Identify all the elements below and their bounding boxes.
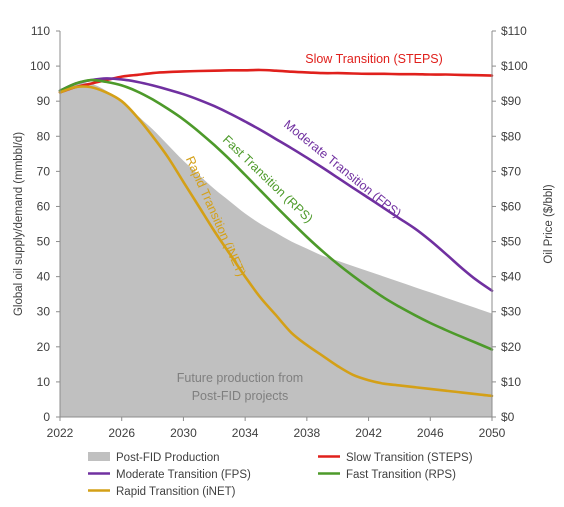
y2-tick-label: $70 xyxy=(501,164,521,178)
y-tick-label: 40 xyxy=(37,270,51,284)
line-fast-transition-rps xyxy=(58,78,494,351)
x-tick-label: 2038 xyxy=(294,426,321,440)
y2-tick-label: $0 xyxy=(501,410,515,424)
x-tick-label: 2022 xyxy=(47,426,74,440)
legend-item-fast-transition-rps: Fast Transition (RPS) xyxy=(318,469,456,481)
post-fid-production-area xyxy=(60,82,492,418)
y2-tick-label: $90 xyxy=(501,94,521,108)
legend-item-rapid-transition-inet: Rapid Transition (iNET) xyxy=(88,486,236,498)
y-tick-label: 80 xyxy=(37,129,51,143)
y-axis-title: Global oil supply/demand (mmbbl/d) xyxy=(13,132,25,316)
y2-tick-label: $10 xyxy=(501,375,521,389)
legend-label: Moderate Transition (FPS) xyxy=(116,469,251,481)
line-rapid-transition-inet xyxy=(58,85,494,398)
x-tick-label: 2026 xyxy=(108,426,135,440)
legend-label: Rapid Transition (iNET) xyxy=(116,486,236,498)
y2-tick-label: $50 xyxy=(501,235,521,249)
legend: Post-FID Production Slow Transition (STEP… xyxy=(88,452,473,498)
y-tick-label: 60 xyxy=(37,199,51,213)
legend-swatch-area xyxy=(88,452,110,461)
line-slow-transition-steps xyxy=(58,68,494,94)
y2-axis-title: Oil Price ($/bbl) xyxy=(543,184,555,263)
series-lines-layer xyxy=(58,68,494,398)
x-tick-label: 2030 xyxy=(170,426,197,440)
y2-tick-label: $30 xyxy=(501,305,521,319)
x-tick-label: 2046 xyxy=(417,426,444,440)
y-tick-label: 50 xyxy=(37,235,51,249)
legend-label: Slow Transition (STEPS) xyxy=(346,452,473,464)
annotations-layer: Slow Transition (STEPS)Moderate Transiti… xyxy=(183,52,443,279)
y2-tick-label: $40 xyxy=(501,270,521,284)
axes-layer: 0102030405060708090100110$0$10$20$30$40$… xyxy=(13,24,555,440)
y-tick-label: 110 xyxy=(31,24,50,38)
y2-tick-label: $60 xyxy=(501,199,521,213)
y-tick-label: 30 xyxy=(37,305,51,319)
legend-item-slow-transition-steps: Slow Transition (STEPS) xyxy=(318,452,473,464)
label-slow-transition-steps: Slow Transition (STEPS) xyxy=(305,52,443,66)
legend-label: Fast Transition (RPS) xyxy=(346,469,456,481)
x-tick-label: 2034 xyxy=(232,426,259,440)
y2-tick-label: $100 xyxy=(501,59,528,73)
plot-area-layer: Future production from Post-FID projects xyxy=(60,82,492,418)
y2-tick-label: $20 xyxy=(501,340,521,354)
x-tick-label: 2042 xyxy=(355,426,382,440)
y-tick-label: 10 xyxy=(37,375,51,389)
y2-tick-label: $110 xyxy=(501,24,527,38)
y2-tick-label: $80 xyxy=(501,129,521,143)
area-note-line-2: Post-FID projects xyxy=(192,389,289,403)
legend-item-moderate-transition-fps: Moderate Transition (FPS) xyxy=(88,469,251,481)
y-tick-label: 70 xyxy=(37,164,51,178)
y-tick-label: 0 xyxy=(43,410,50,424)
y-tick-label: 20 xyxy=(37,340,51,354)
x-tick-label: 2050 xyxy=(479,426,506,440)
y-tick-label: 100 xyxy=(30,59,50,73)
legend-label: Post-FID Production xyxy=(116,452,220,464)
area-note-line-1: Future production from xyxy=(177,371,303,385)
y-tick-label: 90 xyxy=(37,94,51,108)
legend-item-post-fid-production: Post-FID Production xyxy=(88,452,220,464)
line-moderate-transition-fps xyxy=(58,77,494,292)
